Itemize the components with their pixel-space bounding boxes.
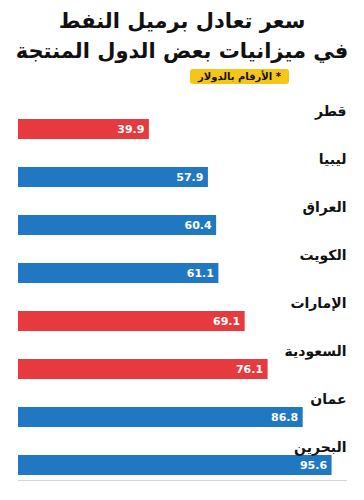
svg-text:76.1: 76.1 bbox=[236, 363, 263, 376]
svg-text:الإمارات: الإمارات bbox=[290, 295, 346, 312]
svg-text:ليبيا: ليبيا bbox=[319, 151, 347, 167]
svg-text:69.1: 69.1 bbox=[213, 315, 240, 328]
svg-text:البحرين: البحرين bbox=[294, 439, 346, 456]
svg-text:الكويت: الكويت bbox=[299, 247, 346, 264]
svg-text:العراق: العراق bbox=[303, 199, 347, 216]
html-text:سعر تعادل برميل النفط في ميزان: سعر تعادل برميل النفط في ميزانيات بعض ال… bbox=[15, 9, 349, 63]
svg-text:57.9: 57.9 bbox=[176, 171, 203, 184]
svg-text:95.6: 95.6 bbox=[300, 459, 327, 472]
svg-text:قطر: قطر bbox=[314, 103, 347, 120]
html-text:* الأرقام بالدولار: * الأرقام بالدولار bbox=[198, 71, 281, 82]
svg-text:39.9: 39.9 bbox=[117, 123, 144, 136]
svg-text:61.1: 61.1 bbox=[187, 267, 214, 280]
svg-text:86.8: 86.8 bbox=[271, 411, 298, 424]
svg-text:السعودية: السعودية bbox=[285, 343, 347, 360]
svg-text:عمان: عمان bbox=[310, 391, 346, 407]
svg-text:60.4: 60.4 bbox=[184, 219, 211, 232]
